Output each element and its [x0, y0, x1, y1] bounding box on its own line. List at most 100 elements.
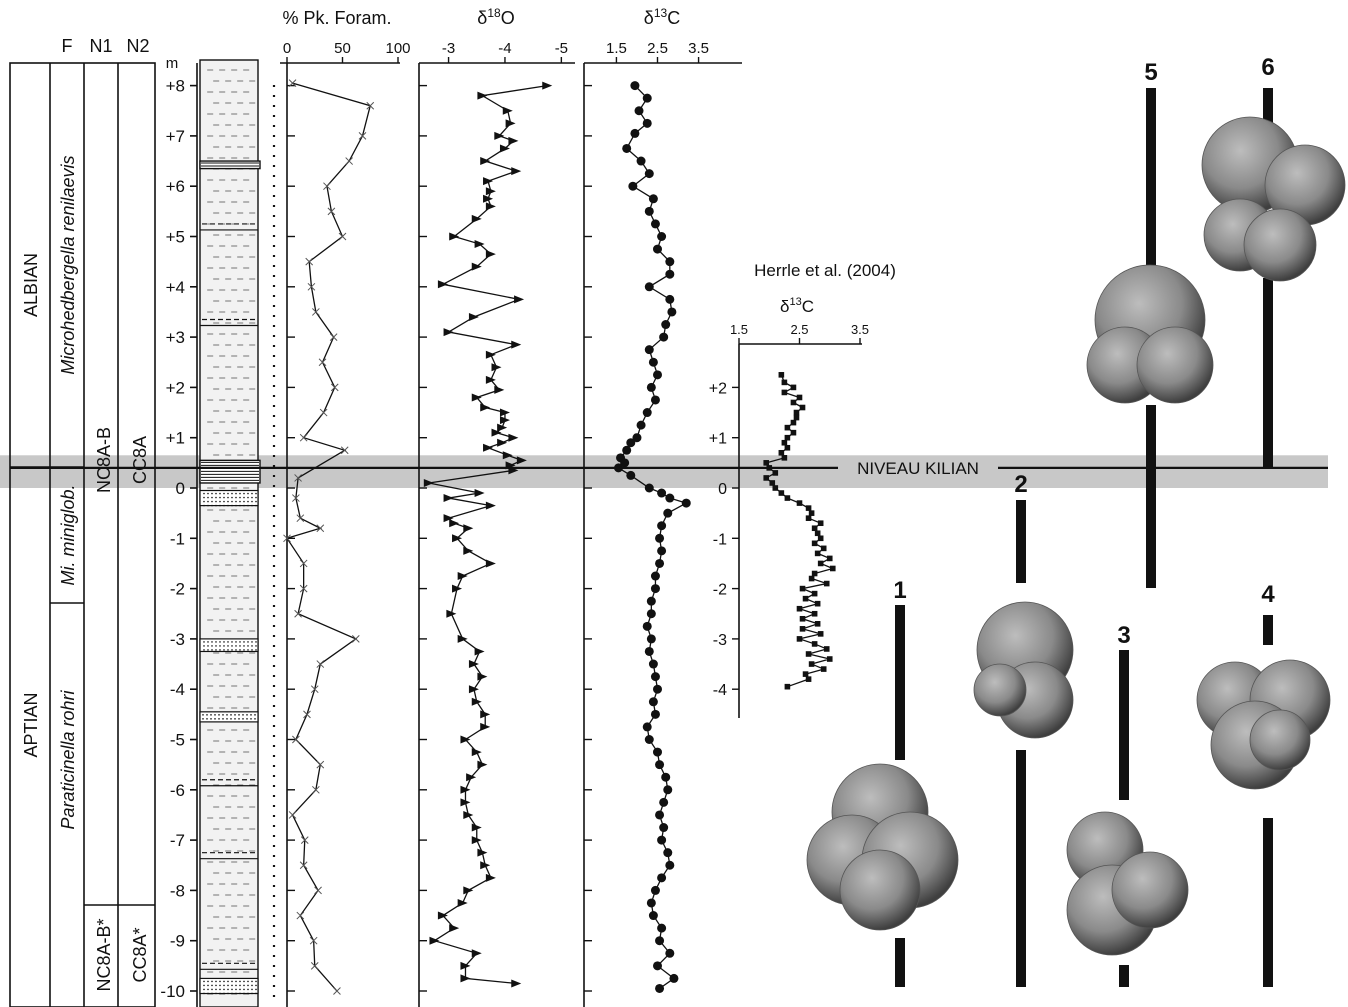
data-point: [814, 621, 821, 627]
data-point: [665, 860, 675, 870]
data-point: [300, 836, 309, 844]
depth-tick-label: +6: [166, 177, 185, 196]
specimen-number: 1: [893, 577, 906, 604]
data-point: [312, 308, 320, 316]
data-point: [648, 659, 658, 669]
specimen-range-bar: [1263, 615, 1273, 645]
data-point: [483, 177, 494, 186]
data-point: [443, 328, 454, 337]
data-point: [811, 525, 818, 532]
data-point: [793, 414, 800, 421]
data-point: [650, 709, 660, 719]
depth-tick-label: -4: [170, 680, 185, 699]
data-point: [808, 661, 815, 667]
data-point: [781, 455, 788, 461]
specimen-panel: 1 2 3 4 5 6: [806, 54, 1346, 987]
data-point: [784, 444, 791, 451]
header-n2: N2: [126, 36, 149, 56]
data-point: [650, 219, 660, 229]
data-point: [508, 433, 519, 442]
data-point: [636, 156, 646, 166]
data-point: [784, 683, 791, 690]
data-point: [288, 811, 297, 819]
data-point: [446, 609, 457, 618]
y-tick-label: -3: [713, 632, 727, 649]
data-point: [665, 269, 675, 279]
data-point: [644, 646, 654, 656]
data-point: [644, 282, 654, 292]
depth-tick-label: +1: [166, 429, 185, 448]
data-point: [485, 187, 496, 196]
data-point: [781, 389, 788, 396]
data-point: [802, 595, 809, 602]
stage-aptian: APTIAN: [21, 692, 41, 757]
depth-tick-label: +5: [166, 228, 185, 247]
data-point: [778, 449, 785, 456]
data-point: [793, 409, 800, 416]
data-point: [452, 584, 463, 593]
niveau-kilian-label-bg: [838, 457, 998, 478]
data-point: [494, 131, 505, 140]
data-point: [477, 760, 488, 769]
data-point: [288, 79, 297, 87]
data-point: [669, 973, 679, 983]
specimen-range-bar: [1119, 650, 1129, 800]
specimen-number: 5: [1144, 59, 1157, 86]
data-point: [310, 961, 319, 970]
specimen-image-6: [1201, 116, 1346, 282]
depth-tick-label: +7: [166, 127, 185, 146]
data-point: [772, 485, 779, 491]
data-point: [811, 570, 818, 577]
data-point: [292, 735, 300, 744]
data-point: [646, 898, 656, 908]
header-f: F: [62, 36, 73, 56]
data-point: [463, 810, 474, 819]
data-point: [485, 873, 496, 882]
specimen-range-bar: [1119, 965, 1129, 987]
data-point: [480, 722, 491, 731]
depth-tick-label: -6: [170, 781, 185, 800]
data-point: [817, 520, 824, 527]
depth-tick-label: -7: [170, 831, 185, 850]
data-point: [505, 119, 516, 128]
data-point: [823, 646, 830, 652]
data-point: [644, 735, 654, 744]
x-tick-label: -4: [498, 40, 511, 57]
x-tick-label: -5: [555, 40, 568, 57]
data-point: [366, 101, 375, 110]
data-point: [655, 810, 665, 820]
data-point: [814, 530, 821, 537]
data-point: [345, 157, 354, 165]
data-point: [511, 167, 522, 176]
data-point: [646, 382, 656, 392]
data-point: [483, 443, 494, 452]
data-point: [644, 169, 654, 179]
x-tick-label: 3.5: [688, 40, 709, 57]
data-point: [622, 445, 632, 455]
data-point: [655, 760, 665, 770]
data-point: [646, 609, 656, 619]
data-point: [648, 357, 658, 367]
data-point: [790, 399, 797, 406]
depth-tick-label: -8: [170, 881, 185, 900]
y-tick-label: +2: [709, 380, 727, 397]
data-point: [423, 478, 434, 487]
data-point: [799, 626, 806, 632]
data-point: [514, 295, 525, 304]
data-point: [630, 81, 640, 91]
data-point: [802, 671, 809, 677]
data-point: [796, 605, 803, 612]
data-point: [497, 423, 508, 432]
data-point: [790, 384, 797, 391]
data-point: [811, 641, 818, 647]
data-point: [781, 379, 788, 386]
data-point: [763, 460, 770, 466]
data-point: [299, 433, 308, 442]
data-point: [650, 672, 660, 682]
series-line: [428, 84, 548, 985]
data-point: [494, 385, 505, 394]
data-point: [642, 408, 652, 418]
depth-tick-label: +3: [166, 328, 185, 347]
data-point: [502, 106, 513, 115]
